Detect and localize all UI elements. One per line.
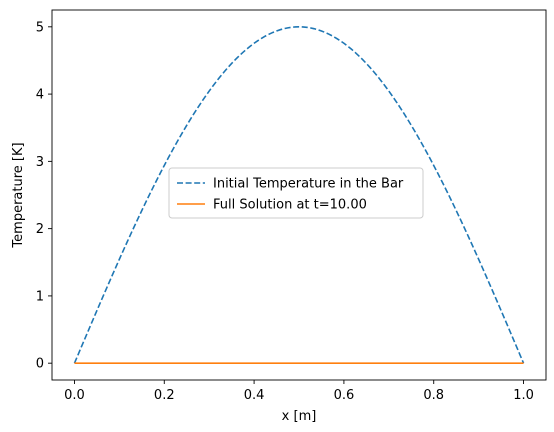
y-tick-label: 3 — [36, 155, 44, 170]
plot-frame — [51, 9, 547, 381]
series-line-initial-temperature — [73, 26, 525, 364]
x-tick-label: 0.2 — [154, 388, 175, 403]
x-axis-label: x [m] — [282, 409, 317, 424]
legend-box — [168, 167, 424, 219]
y-tick-label: 4 — [36, 88, 44, 103]
x-tick-label: 1.0 — [513, 388, 534, 403]
x-tick-label: 0.0 — [64, 388, 85, 403]
x-tick-label: 0.8 — [423, 388, 444, 403]
y-tick-label: 5 — [36, 20, 44, 35]
legend-label-initial: Initial Temperature in the Bar — [213, 177, 404, 192]
x-tick-label: 0.4 — [244, 388, 265, 403]
y-axis-ticks: 0 1 2 3 4 5 — [36, 20, 52, 372]
y-tick-label: 0 — [36, 357, 44, 372]
y-tick-label: 2 — [36, 222, 44, 237]
y-axis-label: Temperature [K] — [11, 142, 26, 248]
y-tick-label: 1 — [36, 289, 44, 304]
legend-label-full-solution: Full Solution at t=10.00 — [213, 198, 367, 213]
x-tick-label: 0.6 — [334, 388, 355, 403]
x-axis-ticks: 0.0 0.2 0.4 0.6 0.8 1.0 — [64, 380, 534, 403]
legend: Initial Temperature in the Bar Full Solu… — [168, 167, 424, 219]
series-layer — [73, 26, 525, 364]
